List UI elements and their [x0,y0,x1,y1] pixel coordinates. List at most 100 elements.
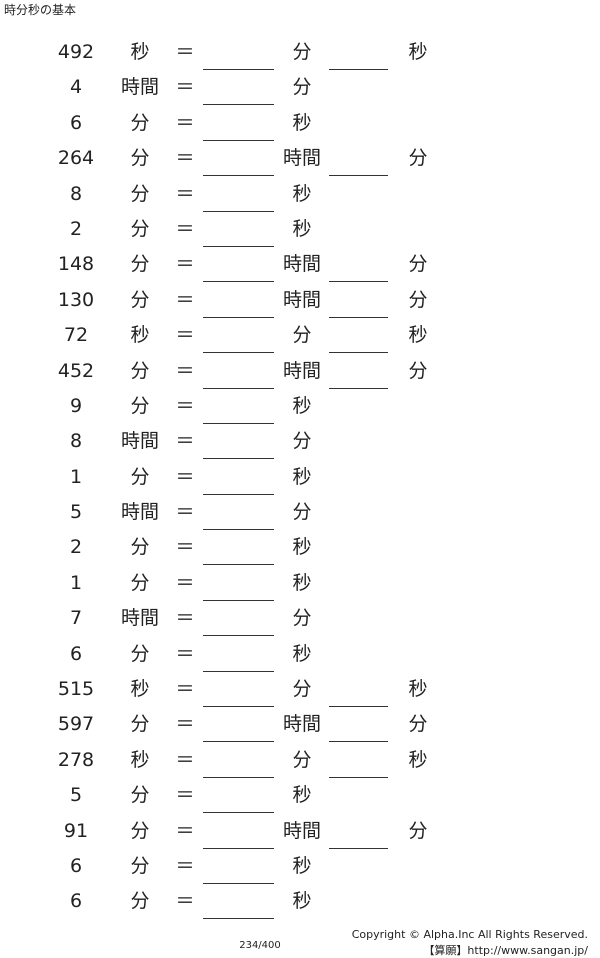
given-value: 2 [69,217,83,240]
problem-list: 492 秒＝分秒 4 時間＝分 6 分＝秒 264 分＝時間分 8 分＝秒 2 分＝秒 148 分＝時間分… [0,35,600,920]
problem-row: 5 分 ＝ 秒 [0,778,600,814]
given-value: 8 [69,430,83,453]
given-unit: 分 [130,890,150,913]
given-unit: 分 [130,571,150,594]
answer-blank[interactable] [203,847,274,849]
answer-unit: 時間 [282,253,321,276]
answer-blank-second[interactable] [329,281,388,283]
problem-row: 148 分 ＝ 時間 分 [0,247,600,283]
answer-blank-second[interactable] [329,316,388,318]
given-unit: 分 [130,394,150,417]
given-value: 1 [69,465,83,488]
answer-blank[interactable] [203,422,274,424]
answer-unit: 時間 [282,288,321,311]
given-unit: 時間 [120,501,159,524]
site-url[interactable]: 【算願】http://www.sangan.jp/ [423,944,588,957]
equals-sign: ＝ [175,182,195,205]
answer-blank[interactable] [203,706,274,708]
equals-sign: ＝ [175,76,195,99]
answer-blank[interactable] [203,493,274,495]
equals-sign: ＝ [175,607,195,630]
answer-unit-second: 分 [408,819,428,842]
answer-unit: 分 [292,430,312,453]
answer-blank[interactable] [203,69,274,70]
problem-row: 452 分 ＝ 時間 分 [0,354,600,389]
equals-sign: ＝ [175,678,195,701]
answer-blank-second[interactable] [329,69,388,70]
problem-row: 515 秒 ＝ 分 秒 [0,672,600,708]
equals-sign: ＝ [175,784,195,807]
answer-blank[interactable] [203,458,274,460]
answer-unit: 時間 [282,713,321,736]
given-unit: 秒 [130,678,150,701]
given-value: 6 [69,854,83,877]
equals-sign: ＝ [175,41,195,63]
answer-blank-second[interactable] [329,776,388,778]
answer-unit-second: 分 [408,253,428,276]
answer-unit: 秒 [292,890,312,913]
given-value: 492 [57,41,95,63]
answer-blank[interactable] [203,882,274,884]
answer-blank-second[interactable] [329,741,388,743]
answer-blank-second[interactable] [329,175,388,177]
equals-sign: ＝ [175,642,195,665]
equals-sign: ＝ [175,359,195,382]
given-value: 278 [57,748,95,771]
equals-sign: ＝ [175,465,195,488]
answer-blank[interactable] [203,139,274,141]
answer-blank[interactable] [203,281,274,283]
answer-blank[interactable] [203,529,274,531]
answer-blank[interactable] [203,670,274,672]
answer-blank[interactable] [203,352,274,354]
equals-sign: ＝ [175,111,195,134]
answer-blank-second[interactable] [329,387,388,389]
given-value: 452 [57,359,95,382]
problem-row: 264 分 ＝ 時間 分 [0,141,600,177]
given-unit: 分 [130,288,150,311]
equals-sign: ＝ [175,217,195,240]
problem-row: 6 分 ＝ 秒 [0,106,600,141]
problem-row: 6 分 ＝ 秒 [0,884,600,920]
answer-blank[interactable] [203,776,274,778]
problem-row: 5 時間 ＝ 分 [0,495,600,531]
answer-blank[interactable] [203,918,274,920]
answer-blank[interactable] [203,245,274,247]
answer-unit-second: 秒 [408,41,428,63]
given-unit: 分 [130,784,150,807]
given-unit: 分 [130,359,150,382]
page-number: 234/400 [239,940,281,951]
answer-blank-second[interactable] [329,706,388,708]
answer-blank[interactable] [203,316,274,318]
problem-row: 2 分 ＝ 秒 [0,212,600,247]
worksheet-title: 時分秒の基本 [4,3,77,17]
answer-blank[interactable] [203,104,274,106]
problem-row: 91 分 ＝ 時間 分 [0,814,600,849]
given-value: 9 [69,394,83,417]
answer-unit-second: 分 [408,147,428,170]
equals-sign: ＝ [175,571,195,594]
given-value: 5 [69,784,83,807]
answer-blank[interactable] [203,599,274,601]
answer-blank-second[interactable] [329,847,388,849]
problem-row: 72 秒 ＝ 分 秒 [0,318,600,354]
answer-blank[interactable] [203,635,274,637]
given-unit: 時間 [120,76,159,99]
problem-row: 6 分 ＝ 秒 [0,637,600,672]
equals-sign: ＝ [175,324,195,347]
answer-unit: 時間 [282,147,321,170]
answer-blank[interactable] [203,210,274,212]
answer-blank[interactable] [203,175,274,177]
answer-unit: 分 [292,76,312,99]
answer-blank-second[interactable] [329,352,388,354]
answer-unit-second: 分 [408,359,428,382]
problem-row: 2 分 ＝ 秒 [0,530,600,566]
given-value: 2 [69,536,83,559]
given-value: 8 [69,182,83,205]
equals-sign: ＝ [175,147,195,170]
answer-blank[interactable] [203,741,274,743]
answer-unit: 分 [292,324,312,347]
answer-blank[interactable] [203,387,274,389]
answer-blank[interactable] [203,812,274,814]
problem-row: 130 分 ＝ 時間 分 [0,283,600,318]
answer-blank[interactable] [203,564,274,566]
